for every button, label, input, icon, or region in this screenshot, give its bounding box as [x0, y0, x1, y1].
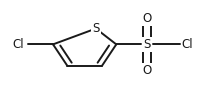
- Text: Cl: Cl: [13, 38, 24, 51]
- Text: Cl: Cl: [182, 38, 193, 51]
- Text: O: O: [142, 12, 152, 25]
- Text: S: S: [92, 22, 100, 35]
- Text: O: O: [142, 64, 152, 77]
- Text: S: S: [143, 38, 151, 51]
